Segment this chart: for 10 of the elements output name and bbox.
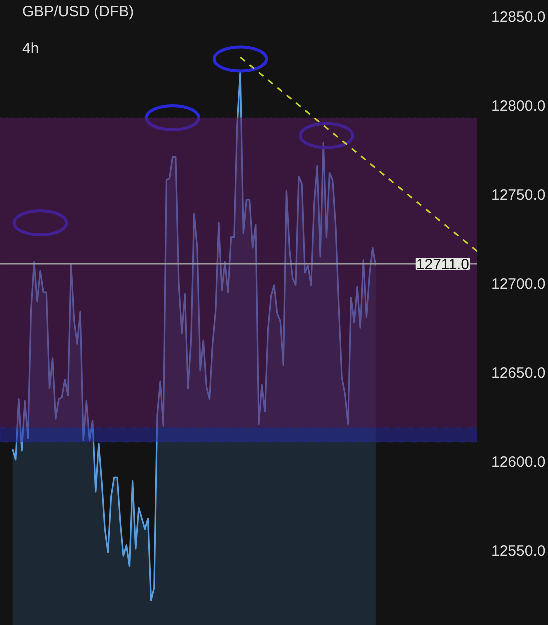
text: 4h — [22, 40, 40, 58]
chart-title: GBP/USD (DFB) — [22, 4, 134, 20]
y-tick-label: 12800.0 — [492, 98, 546, 116]
y-tick-label: 12700.0 — [492, 276, 546, 294]
y-tick-label: 12750.0 — [492, 187, 546, 204]
ref-line-label: 12711.0 — [416, 256, 470, 274]
y-tick-label: 12650.0 — [492, 365, 546, 382]
y-tick-label: 12850.0 — [492, 9, 546, 26]
y-tick-label: 12600.0 — [492, 454, 546, 472]
y-tick-label: 12550.0 — [492, 543, 546, 560]
